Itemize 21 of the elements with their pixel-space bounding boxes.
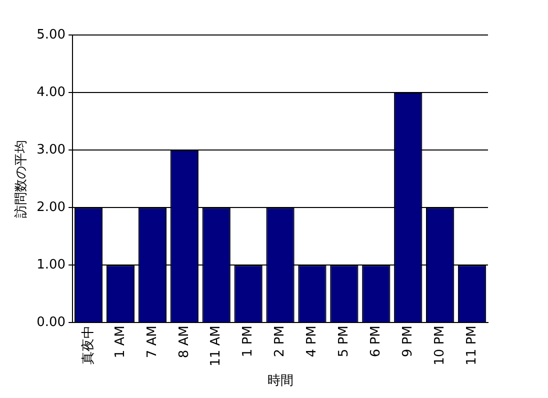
x-axis-title: 時間 — [267, 374, 294, 389]
x-tick-label: 7 AM — [144, 326, 160, 358]
x-tick-label: 1 AM — [112, 326, 128, 358]
y-axis-title: 訪問数の平均 — [14, 140, 30, 218]
y-tick-label: 4.00 — [36, 84, 66, 100]
y-tick-label: 1.00 — [36, 257, 66, 272]
x-tick-label: 8 AM — [176, 326, 192, 358]
x-tick-label: 10 PM — [432, 326, 448, 366]
x-tick-label: 11 AM — [208, 326, 224, 366]
y-tick-label: 5.00 — [36, 27, 66, 42]
x-tick-label: 6 PM — [368, 326, 384, 358]
x-tick-label: 11 PM — [464, 326, 480, 366]
x-tick-label: 9 PM — [400, 326, 416, 358]
y-tick-label: 0.00 — [36, 314, 66, 330]
x-tick-label: 2 PM — [272, 326, 288, 358]
x-tick-label: 4 PM — [304, 326, 320, 358]
x-tick-label: 真夜中 — [80, 326, 96, 365]
x-tick-label: 1 PM — [240, 326, 256, 358]
x-tick-label: 5 PM — [336, 326, 352, 358]
y-tick-label: 2.00 — [36, 200, 66, 215]
y-tick-label: 3.00 — [36, 142, 66, 158]
